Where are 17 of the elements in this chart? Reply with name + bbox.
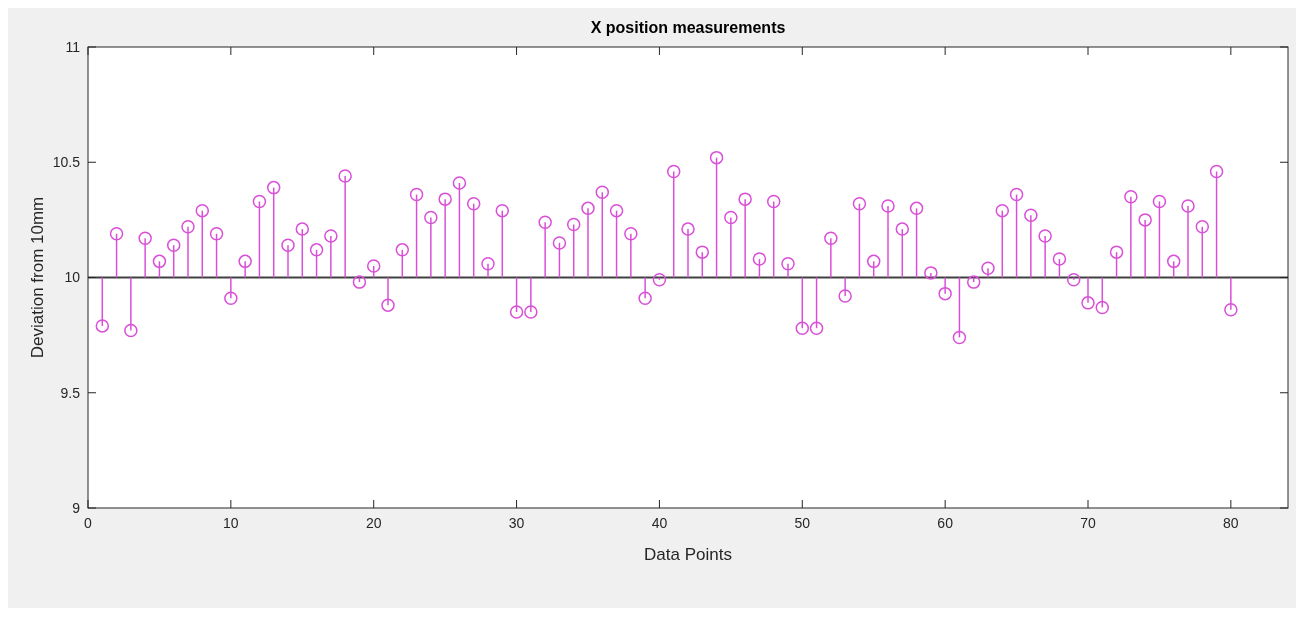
x-axis-title: Data Points — [644, 545, 732, 564]
y-tick-label: 9 — [72, 499, 81, 516]
x-tick-label: 20 — [365, 515, 382, 531]
x-tick-label: 40 — [651, 515, 668, 531]
x-tick-label: 10 — [223, 515, 239, 531]
x-tick-label: 60 — [937, 515, 954, 531]
chart-title: X position measurements — [590, 19, 786, 36]
y-tick-label: 9.5 — [60, 384, 81, 401]
x-tick-label: 50 — [794, 515, 811, 531]
y-axis-title: Deviation from 10mm — [28, 196, 47, 359]
x-tick-label: 0 — [84, 515, 93, 531]
x-tick-label: 30 — [508, 515, 525, 531]
y-tick-label: 10.5 — [52, 154, 81, 171]
x-tick-label: 70 — [1080, 515, 1096, 531]
y-tick-label: 11 — [65, 38, 81, 55]
y-tick-label: 10 — [64, 269, 81, 286]
x-tick-label: 80 — [1223, 515, 1239, 531]
